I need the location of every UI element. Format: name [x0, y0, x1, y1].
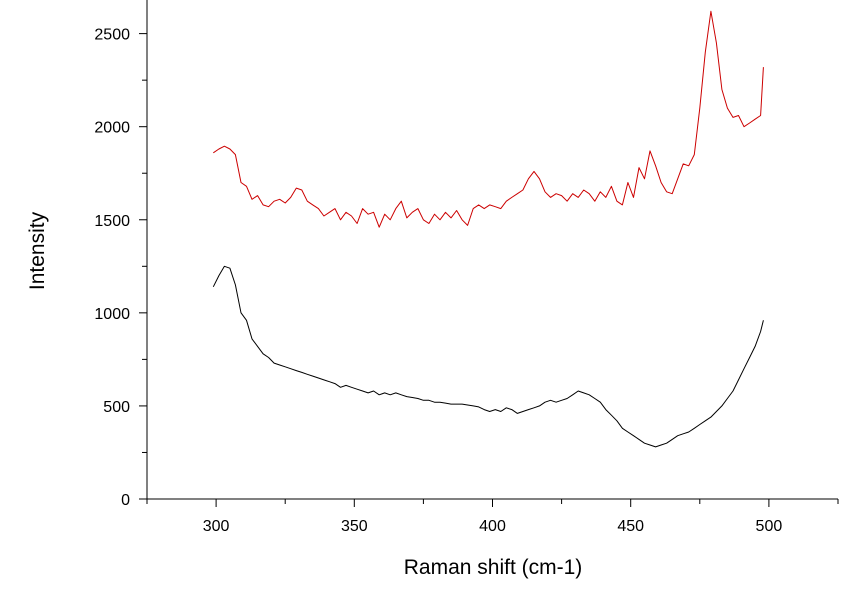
y-tick-label: 1500: [94, 213, 130, 230]
x-tick-label: 400: [479, 518, 506, 535]
x-ticks: 300 350 400 450 500: [146, 499, 839, 535]
y-ticks: 0 500 1000 1500 2000 2500: [94, 27, 147, 509]
y-tick-label: 2500: [94, 27, 130, 44]
y-tick-label: 2000: [94, 120, 130, 137]
x-tick-label: 300: [203, 518, 230, 535]
x-tick-label: 450: [617, 518, 644, 535]
series-line-2: [212, 265, 764, 448]
y-axis-title: Intensity: [26, 211, 49, 290]
axes: [146, 0, 838, 500]
plot-lines: [212, 10, 764, 448]
y-tick-label: 0: [121, 492, 130, 509]
y-tick-label: 500: [103, 399, 130, 416]
y-tick-label: 1000: [94, 306, 130, 323]
x-tick-label: 500: [756, 518, 783, 535]
x-tick-label: 350: [341, 518, 368, 535]
x-axis-title: Raman shift (cm-1): [404, 556, 583, 579]
series-line-1: [213, 10, 764, 228]
